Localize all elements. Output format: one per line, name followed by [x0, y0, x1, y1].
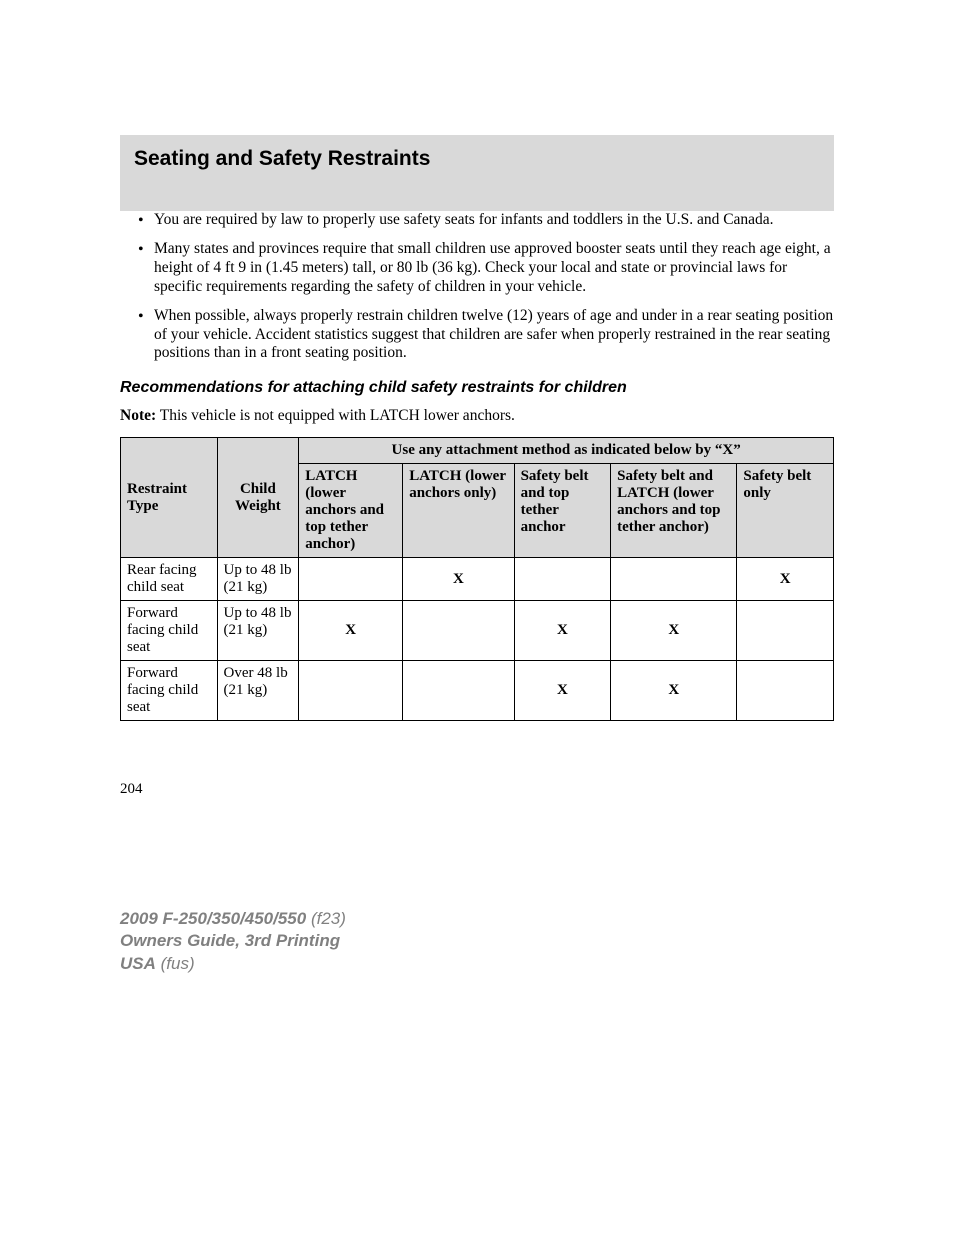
col-header-restraint-type: Restraint Type [121, 438, 218, 558]
footer-region: USA [120, 954, 156, 973]
footer: 2009 F-250/350/450/550 (f23) Owners Guid… [120, 908, 834, 974]
footer-guide: Owners Guide, 3rd Printing [120, 930, 834, 952]
cell-mark: X [737, 558, 834, 601]
section-title: Seating and Safety Restraints [134, 147, 820, 171]
footer-code2: (fus) [156, 954, 195, 973]
col-header-belt-tether: Safety belt and top tether anchor [514, 464, 611, 558]
cell-mark [737, 661, 834, 721]
footer-code1: (f23) [306, 909, 346, 928]
subheading: Recommendations for attaching child safe… [120, 379, 834, 397]
col-header-latch-anchors-only: LATCH (lower anchors only) [403, 464, 514, 558]
cell-mark [299, 661, 403, 721]
cell-mark [737, 601, 834, 661]
table-row: Rear facing child seat Up to 48 lb (21 k… [121, 558, 834, 601]
cell-weight: Up to 48 lb (21 kg) [217, 601, 299, 661]
cell-mark: X [514, 601, 611, 661]
cell-weight: Over 48 lb (21 kg) [217, 661, 299, 721]
col-header-belt-latch: Safety belt and LATCH (lower anchors and… [611, 464, 737, 558]
col-header-spanner: Use any attachment method as indicated b… [299, 438, 834, 464]
footer-model: 2009 F-250/350/450/550 [120, 909, 306, 928]
bullet-item: You are required by law to properly use … [138, 211, 834, 230]
section-header: Seating and Safety Restraints [120, 135, 834, 211]
cell-mark [611, 558, 737, 601]
cell-mark: X [514, 661, 611, 721]
note-text: This vehicle is not equipped with LATCH … [156, 407, 515, 424]
bullet-item: When possible, always properly restrain … [138, 307, 834, 364]
bullet-list: You are required by law to properly use … [120, 211, 834, 363]
cell-restraint-type: Rear facing child seat [121, 558, 218, 601]
cell-mark: X [299, 601, 403, 661]
cell-mark [299, 558, 403, 601]
cell-mark: X [611, 661, 737, 721]
table-row: Forward facing child seat Over 48 lb (21… [121, 661, 834, 721]
cell-weight: Up to 48 lb (21 kg) [217, 558, 299, 601]
col-header-latch-anchors-tether: LATCH (lower anchors and top tether anch… [299, 464, 403, 558]
note-label: Note: [120, 407, 156, 424]
cell-restraint-type: Forward facing child seat [121, 601, 218, 661]
bullet-item: Many states and provinces require that s… [138, 240, 834, 297]
restraint-table: Restraint Type Child Weight Use any atta… [120, 437, 834, 721]
note-line: Note: This vehicle is not equipped with … [120, 407, 834, 425]
cell-restraint-type: Forward facing child seat [121, 661, 218, 721]
page-number: 204 [120, 781, 834, 798]
table-row: Forward facing child seat Up to 48 lb (2… [121, 601, 834, 661]
cell-mark [514, 558, 611, 601]
cell-mark: X [403, 558, 514, 601]
col-header-belt-only: Safety belt only [737, 464, 834, 558]
col-header-child-weight: Child Weight [217, 438, 299, 558]
cell-mark [403, 601, 514, 661]
cell-mark [403, 661, 514, 721]
cell-mark: X [611, 601, 737, 661]
